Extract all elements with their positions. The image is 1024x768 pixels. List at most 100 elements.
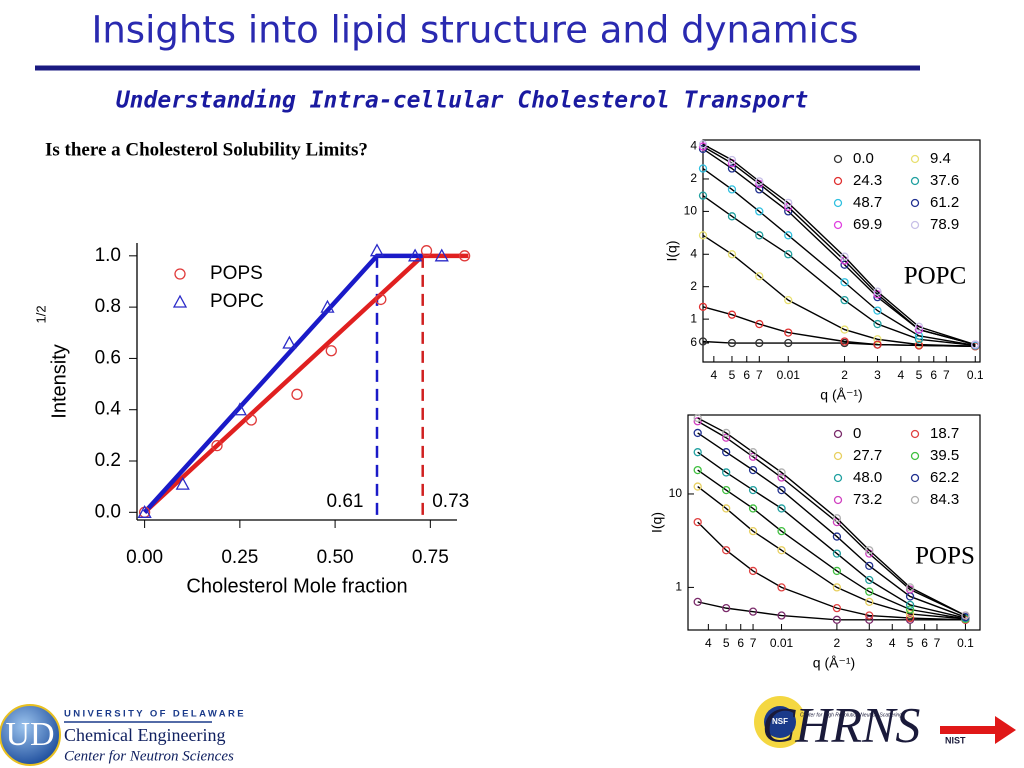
legend-label: 78.9 [930, 216, 959, 233]
data-point [698, 302, 708, 312]
data-point [698, 337, 708, 346]
data-point [784, 250, 793, 259]
data-point [840, 325, 849, 334]
x-tick-label: 0.50 [317, 547, 354, 568]
data-point [905, 583, 915, 592]
data-point [722, 504, 731, 513]
data-point [865, 546, 874, 555]
legend-marker [833, 220, 843, 230]
data-point [722, 448, 731, 457]
fit-curve [702, 234, 976, 347]
legend-marker [910, 176, 920, 186]
x-tick-label: 6 [737, 636, 744, 650]
data-point [693, 517, 702, 527]
x-tick-label: 0.01 [777, 368, 801, 382]
data-point [755, 319, 764, 329]
data-point [832, 549, 842, 558]
legend-marker [833, 495, 843, 505]
fit-line [143, 253, 469, 514]
data-point [727, 212, 737, 221]
data-point [748, 485, 758, 495]
data-point [748, 504, 758, 513]
annotation-label: 0.61 [327, 491, 364, 512]
x-tick-label: 4 [889, 636, 896, 650]
data-point [175, 476, 190, 490]
y-tick-label: 1 [675, 580, 682, 594]
y-axis-label-sup: 1/2 [33, 305, 48, 323]
x-tick-label: 6 [743, 368, 750, 382]
data-point [282, 335, 297, 349]
data-point [693, 417, 702, 426]
fit-curve [697, 451, 966, 619]
legend-label: 69.9 [853, 216, 882, 233]
x-tick-label: 6 [921, 636, 928, 650]
data-point [777, 473, 786, 482]
data-point [840, 296, 849, 305]
slide-title: Insights into lipid structure and dynami… [91, 9, 858, 52]
data-point [420, 245, 433, 257]
fit-curve [697, 601, 966, 621]
data-point [698, 140, 708, 149]
data-point [865, 611, 874, 620]
arrow [940, 716, 1016, 744]
data-point [325, 345, 337, 357]
x-axis-label: q (Å⁻¹) [820, 387, 862, 403]
data-point [727, 185, 737, 194]
question: Is there a Cholesterol Solubility Limits… [45, 139, 368, 160]
data-point [865, 575, 874, 585]
legend-label: 84.3 [930, 491, 959, 508]
x-tick-label: 7 [756, 368, 763, 382]
chrns-text: CHRNS [762, 696, 920, 752]
y-tick-label: 0.4 [95, 399, 122, 420]
legend-marker [910, 451, 920, 461]
fit-curve [697, 469, 966, 620]
x-tick-label: 0.25 [221, 547, 258, 568]
x-tick-label: 5 [916, 368, 923, 382]
legend-marker [910, 198, 920, 208]
data-point [832, 532, 842, 541]
chrns-logo: NSF CHRNS Center for High Resolution Neu… [754, 696, 1016, 752]
department: Chemical Engineering [64, 725, 225, 745]
data-point [693, 448, 702, 457]
x-axis-label: Cholesterol Mole fraction [186, 575, 407, 597]
data-point [408, 248, 423, 262]
data-point [784, 328, 793, 337]
data-point [727, 155, 737, 165]
data-point [832, 583, 842, 592]
data-point [777, 485, 786, 495]
data-point [320, 299, 335, 313]
x-tick-label: 2 [834, 636, 841, 650]
y-tick-label: 6 [690, 335, 697, 349]
x-tick-label: 7 [750, 636, 757, 650]
legend-marker [833, 198, 843, 208]
center-name: Center for Neutron Sciences [64, 748, 234, 764]
fit-curve [702, 143, 976, 346]
y-tick-label: 1 [690, 311, 697, 325]
data-point [755, 272, 764, 281]
data-point [693, 465, 702, 475]
data-point [722, 468, 731, 477]
data-point [777, 526, 786, 536]
data-point [914, 341, 924, 350]
legend-label: 0.0 [853, 150, 874, 167]
legend-label: 73.2 [853, 491, 882, 508]
fit-curve [697, 486, 966, 620]
data-point [727, 310, 737, 319]
annotation-label: 0.73 [432, 491, 469, 512]
x-tick-label: 0.00 [126, 547, 163, 568]
legend-marker [833, 451, 843, 461]
y-tick-label: 0.0 [95, 501, 121, 522]
fit-curve [702, 167, 976, 347]
data-point [722, 546, 731, 555]
x-tick-label: 4 [898, 368, 905, 382]
legend-label: 24.3 [853, 172, 882, 189]
data-point [722, 428, 731, 438]
y-tick-label: 0.8 [95, 296, 121, 317]
data-point [777, 546, 786, 555]
data-point [232, 402, 247, 416]
data-point [693, 482, 702, 491]
legend-label: 48.0 [853, 469, 882, 486]
